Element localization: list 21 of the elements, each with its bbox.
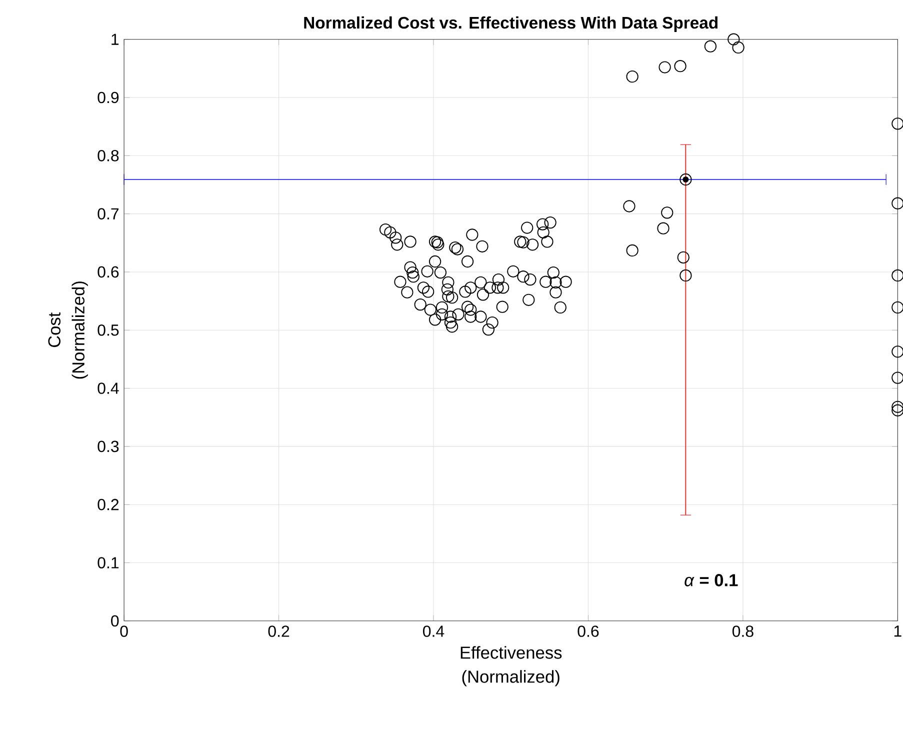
x-tick-label: 0.2: [268, 626, 290, 638]
y-tick-label: 0.1: [98, 557, 119, 569]
y-tick-label: 0: [111, 615, 119, 627]
annotation: α = 0.1: [684, 574, 738, 587]
y-tick-label: 0.7: [98, 208, 119, 220]
x-tick-label: 0: [120, 626, 128, 638]
chart-title: Normalized Cost vs. Effectiveness With Data Spread: [304, 16, 718, 32]
x-tick-label: 0.6: [578, 626, 599, 638]
y-tick-label: 0.2: [98, 499, 119, 510]
x-axis-title: Effectiveness (Normalized): [460, 646, 562, 686]
y-tick-label: 0.8: [98, 150, 119, 162]
y-tick-label: 1: [112, 34, 119, 46]
x-tick-label: 1: [894, 626, 902, 637]
x-tick-label: 0.4: [423, 626, 444, 638]
y-tick-label: 0.3: [98, 440, 119, 452]
y-axis-title: Cost (Normalized): [48, 282, 88, 379]
y-tick-label: 0.4: [98, 382, 119, 394]
y-tick-label: 0.5: [98, 324, 119, 336]
x-tick-label: 0.8: [732, 626, 754, 638]
y-tick-label: 0.6: [98, 266, 119, 278]
y-tick-label: 0.9: [98, 92, 119, 104]
